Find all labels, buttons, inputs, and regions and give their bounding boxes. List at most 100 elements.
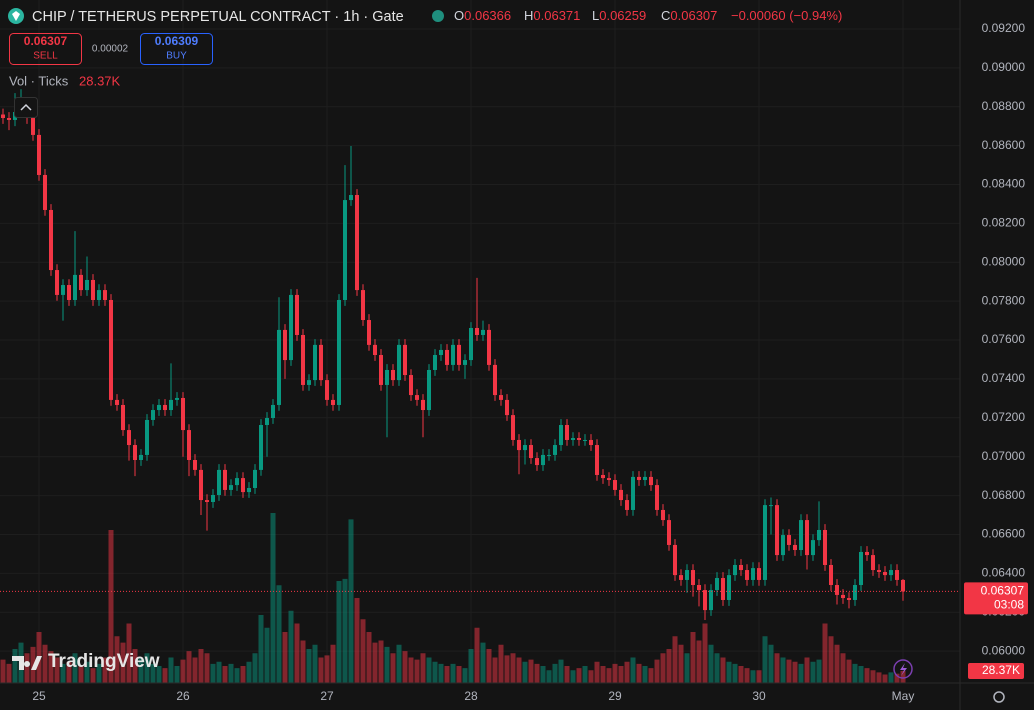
volume-bar [252, 653, 258, 683]
sell-price: 0.06307 [24, 34, 68, 48]
volume-bar [552, 663, 558, 683]
volume-bar [630, 657, 636, 683]
volume-bar [822, 623, 828, 683]
volume-bar [726, 661, 732, 683]
price-tag [964, 582, 1028, 615]
watermark: TradingView [48, 651, 160, 672]
volume-bar [138, 657, 144, 683]
candle-body [667, 520, 671, 545]
volume-bar [438, 663, 444, 683]
candle-body [247, 487, 251, 493]
volume-bar [54, 657, 60, 683]
candle-body [643, 476, 647, 481]
candle-body [883, 571, 887, 576]
volume-bar [222, 666, 228, 683]
volume-bar [84, 661, 90, 683]
candle-body [349, 195, 353, 201]
volume-bar [570, 670, 576, 683]
candle-body [337, 299, 341, 405]
candle-body [847, 598, 851, 600]
volume-bar [756, 670, 762, 683]
candle-body [271, 404, 275, 419]
volume-bar [780, 657, 786, 683]
volume-bar [714, 653, 720, 683]
candle-body [199, 469, 203, 501]
candle-body [499, 395, 503, 400]
candle-body [307, 380, 311, 385]
candle-body [775, 505, 779, 556]
volume-bar [720, 657, 726, 683]
volume-bar [276, 585, 282, 683]
volume-bar [432, 661, 438, 683]
candle-body [697, 585, 701, 591]
volume-bar [588, 670, 594, 683]
y-tick-label: 0.07800 [982, 293, 1026, 307]
settings-button[interactable] [993, 691, 1005, 703]
candle-body [619, 489, 623, 501]
candle-body [547, 454, 551, 456]
buy-button[interactable] [140, 33, 213, 65]
candle-body [415, 395, 419, 400]
volume-bar [456, 666, 462, 683]
volume-bar [732, 663, 738, 683]
volume-bar [42, 644, 48, 683]
volume-bar [198, 649, 204, 683]
candle-body [283, 329, 287, 361]
candle-body [763, 505, 767, 580]
candle-body [127, 430, 131, 446]
volume-bar [816, 659, 822, 683]
candle-body [49, 209, 53, 271]
candle-body [1, 114, 5, 119]
volume-bar [348, 519, 354, 683]
volume-bar [738, 666, 744, 683]
volume-bar [414, 659, 420, 683]
candle-body [493, 364, 497, 396]
volume-bar [576, 668, 582, 683]
volume-bar [420, 653, 426, 683]
candle-body [265, 418, 269, 426]
ohlc-value: 0.06366 [464, 8, 511, 23]
collapse-button[interactable] [14, 97, 38, 118]
status-dot [432, 10, 444, 22]
candle-body [655, 485, 659, 510]
candle-body [235, 478, 239, 486]
axes: 0.060000.062000.064000.066000.068000.070… [32, 21, 1025, 703]
volume-bar [900, 670, 906, 683]
volume-bar [144, 653, 150, 683]
candle-body [79, 274, 83, 291]
volume-bar [666, 649, 672, 683]
candle-body [871, 555, 875, 571]
volume-value: 28.37K [79, 73, 121, 88]
volume-bar [30, 646, 36, 683]
lightning-button[interactable] [893, 659, 913, 679]
volume-bar [306, 649, 312, 683]
candle-body [133, 445, 137, 460]
volume-bars [0, 513, 906, 683]
volume-bar [492, 657, 498, 683]
volume-bar [48, 651, 54, 683]
candle-body [745, 570, 749, 580]
ohlc-letter: O [454, 8, 464, 23]
volume-bar [792, 661, 798, 683]
volume-bar [258, 615, 264, 683]
volume-bar [0, 659, 6, 683]
volume-bar [6, 663, 12, 683]
volume-bar [612, 663, 618, 683]
candle-body [487, 329, 491, 365]
volume-bar [888, 672, 894, 683]
candle-body [475, 327, 479, 335]
ohlc-value: 0.06307 [670, 8, 717, 23]
volume-bar [330, 644, 336, 683]
volume-bar [786, 659, 792, 683]
volume-bar [528, 659, 534, 683]
candle-body [67, 285, 71, 300]
candle-body [253, 469, 257, 488]
y-tick-label: 0.09000 [982, 60, 1026, 74]
sell-button[interactable] [9, 33, 82, 65]
candle-body [631, 476, 635, 510]
volume-bar [366, 632, 372, 683]
volume-bar [150, 663, 156, 683]
candle-body [187, 430, 191, 460]
